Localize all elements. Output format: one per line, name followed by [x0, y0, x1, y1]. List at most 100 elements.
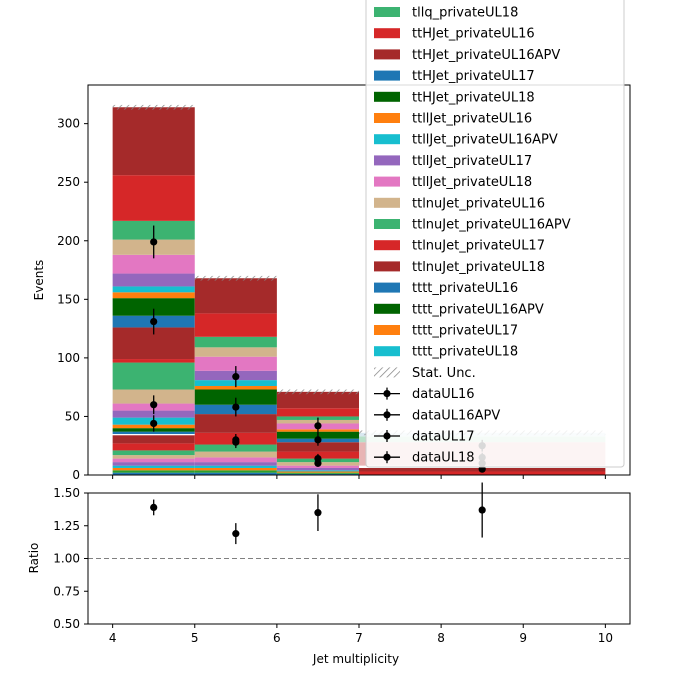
bar-segment: [276, 408, 359, 417]
legend-marker: [383, 390, 391, 398]
legend-label: ttHJet_privateUL17: [412, 69, 535, 84]
legend-swatch: [374, 261, 400, 272]
legend-label: ttlnuJet_privateUL18: [412, 260, 545, 275]
legend-swatch: [374, 346, 400, 357]
ratio-y-tick-label: 0.75: [53, 584, 80, 598]
x-axis-ticks: 4 5 6 7 8 9 10: [109, 624, 613, 645]
legend-label: Stat. Unc.: [412, 366, 476, 381]
bar-segment: [112, 435, 195, 444]
bar-segment: [194, 472, 277, 475]
legend-label: ttllJet_privateUL16: [412, 112, 532, 127]
bar-segment: [194, 451, 277, 458]
ratio-points: [150, 482, 486, 545]
ratio-point: [232, 530, 240, 538]
ratio-point: [478, 506, 486, 514]
legend-label: dataUL16APV: [412, 408, 500, 423]
y-tick-label: 100: [57, 351, 80, 365]
y-axis-ticks: 0 50 100 150 200 250 300: [57, 117, 88, 482]
bar-segment: [112, 292, 195, 299]
legend-entry: tttt_privateUL17: [374, 324, 518, 339]
stat-unc-band: [112, 104, 195, 110]
bar-segment: [276, 472, 359, 474]
legend-label: ttlnuJet_privateUL16: [412, 196, 545, 211]
bar-segment: [112, 431, 195, 435]
legend-swatch: [374, 282, 400, 293]
bar-segment: [112, 462, 195, 466]
x-tick-label: 10: [598, 631, 613, 645]
data-point: [150, 419, 158, 428]
legend-box: [365, 0, 625, 468]
legend-entry: ttllJet_privateUL17: [374, 154, 532, 169]
data-point: [314, 459, 322, 467]
bar-segment: [112, 107, 195, 176]
ratio-y-tick-label: 1.25: [53, 519, 80, 533]
legend-entry: tttt_privateUL18: [374, 345, 518, 360]
bar-segment: [112, 458, 195, 463]
legend-entry: ttHJet_privateUL16: [374, 27, 535, 42]
ratio-point: [314, 509, 322, 517]
legend-label: tllq_privateUL18: [412, 6, 518, 21]
bar-segment: [194, 462, 277, 466]
bar-segment: [359, 471, 606, 475]
legend-entry: ttHJet_privateUL17: [374, 69, 535, 84]
bar-segment: [194, 313, 277, 337]
legend-swatch: [374, 219, 400, 229]
bar-segment: [276, 467, 359, 471]
bar-segment: [194, 444, 277, 452]
y-tick-label: 250: [57, 175, 80, 189]
legend-entry: dataUL18: [374, 451, 475, 466]
legend-entry: ttHJet_privateUL18: [374, 90, 535, 105]
bar-segment: [276, 391, 359, 409]
legend-label: dataUL16: [412, 387, 475, 402]
x-axis-label: Jet multiplicity: [312, 652, 399, 666]
data-point: [150, 238, 158, 246]
legend-entry: tttt_privateUL16: [374, 281, 518, 296]
bar-segment: [194, 278, 277, 314]
bar-segment: [194, 385, 277, 390]
y-axis-label: Events: [32, 260, 46, 301]
legend-entry: dataUL16APV: [374, 408, 500, 423]
legend-label: ttllJet_privateUL17: [412, 154, 532, 169]
legend-entry: tllq_privateUL18: [374, 6, 518, 21]
legend-entry: ttllJet_privateUL16APV: [374, 133, 558, 148]
legend-marker: [383, 411, 391, 419]
legend-label: tttt_privateUL16APV: [412, 302, 544, 317]
legend-label: tttt_privateUL17: [412, 324, 518, 339]
legend-entry: tttt_privateUL16APV: [374, 302, 544, 317]
legend-entry: ttlnuJet_privateUL16APV: [374, 218, 571, 233]
legend-swatch: [374, 28, 400, 39]
legend-swatch: [374, 303, 400, 314]
legend-swatch: [374, 197, 400, 208]
x-tick-label: 4: [109, 631, 117, 645]
x-tick-label: 5: [191, 631, 199, 645]
legend-label: tttt_privateUL16: [412, 281, 518, 296]
bar-segment: [112, 443, 195, 451]
bar-segment: [194, 470, 277, 473]
bar-segment: [112, 286, 195, 293]
data-point: [150, 317, 158, 326]
y-tick-label: 0: [72, 468, 80, 482]
main-x-axis-ticks: [112, 475, 606, 479]
bar-segment: [194, 389, 277, 405]
y-tick-label: 200: [57, 234, 80, 248]
bar-segment: [276, 470, 359, 472]
legend: tllq_privateUL18 ttHJet_privateUL16 ttHJet…: [365, 0, 625, 468]
legend-entry: Stat. Unc.: [374, 366, 476, 381]
y-tick-label: 50: [65, 409, 80, 423]
legend-swatch: [374, 240, 400, 251]
legend-swatch: [374, 155, 400, 166]
legend-entry: ttllJet_privateUL16: [374, 112, 532, 127]
data-point: [314, 422, 322, 430]
bar-segment: [112, 175, 195, 221]
ratio-y-tick-label: 1.00: [53, 552, 80, 566]
legend-swatch: [374, 7, 400, 17]
data-point: [314, 436, 322, 444]
legend-label: ttHJet_privateUL16: [412, 27, 535, 42]
bar-segment: [112, 470, 195, 473]
legend-marker: [383, 453, 391, 461]
bar-segment: [112, 467, 195, 471]
legend-marker: [383, 432, 391, 440]
data-point: [232, 403, 240, 411]
y-tick-label: 150: [57, 292, 80, 306]
